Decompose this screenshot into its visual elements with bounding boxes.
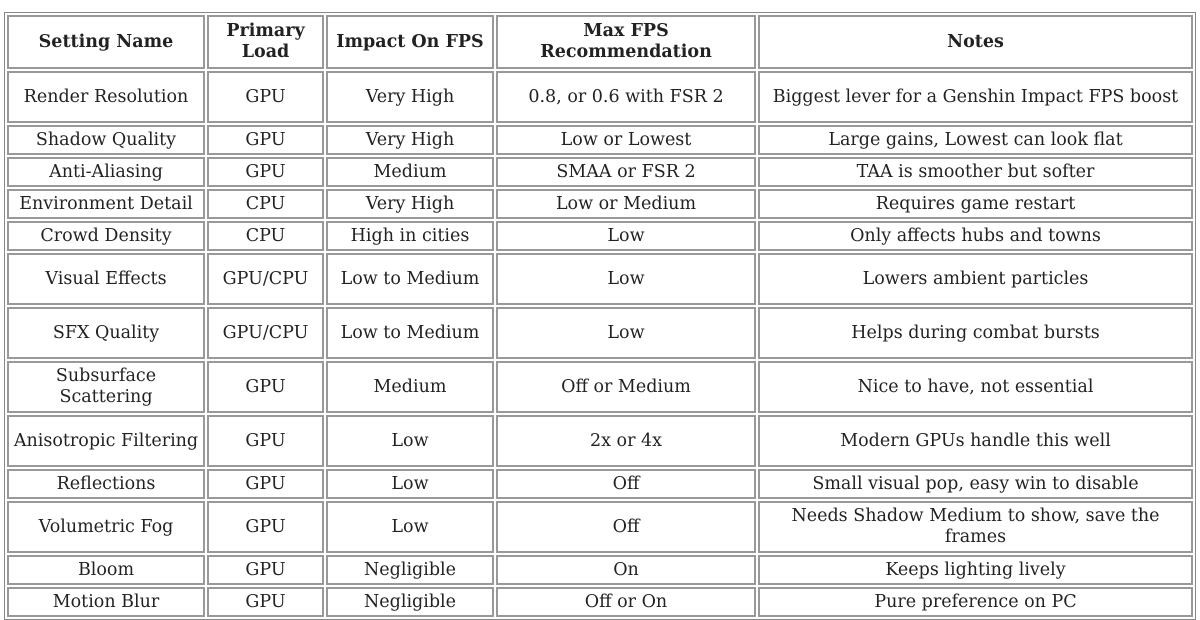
table-cell: GPU: [207, 469, 324, 499]
table-cell: GPU: [207, 555, 324, 585]
table-cell: Crowd Density: [7, 221, 205, 251]
table-cell: Low: [326, 415, 494, 467]
table-cell: GPU: [207, 157, 324, 187]
table-row: Motion Blur GPU Negligible Off or On Pure pr…: [7, 587, 1193, 617]
table-cell: Off: [496, 469, 756, 499]
table-cell: Modern GPUs handle this well: [758, 415, 1193, 467]
column-header: Notes: [758, 15, 1193, 69]
header-row: Setting Name Primary Load Impact On FPS Max…: [7, 15, 1193, 69]
table-cell: Subsurface Scattering: [7, 361, 205, 413]
table-cell: GPU: [207, 361, 324, 413]
table-cell: GPU: [207, 501, 324, 553]
table-cell: Nice to have, not essential: [758, 361, 1193, 413]
table-cell: Large gains, Lowest can look flat: [758, 125, 1193, 155]
table-cell: GPU: [207, 587, 324, 617]
table-cell: GPU: [207, 71, 324, 123]
table-cell: Medium: [326, 157, 494, 187]
table-cell: Environment Detail: [7, 189, 205, 219]
table-row: Render Resolution GPU Very High 0.8, or 0.6…: [7, 71, 1193, 123]
column-header: Impact On FPS: [326, 15, 494, 69]
table-cell: Biggest lever for a Genshin Impact FPS b…: [758, 71, 1193, 123]
table-cell: Low or Lowest: [496, 125, 756, 155]
table-cell: Visual Effects: [7, 253, 205, 305]
table-cell: GPU/CPU: [207, 307, 324, 359]
column-header: Max FPS Recommendation: [496, 15, 756, 69]
fps-settings-table: Setting Name Primary Load Impact On FPS Max…: [4, 12, 1196, 620]
table-cell: Anisotropic Filtering: [7, 415, 205, 467]
table-cell: SFX Quality: [7, 307, 205, 359]
table-row: Subsurface Scattering GPU Medium Off or Med…: [7, 361, 1193, 413]
table-cell: SMAA or FSR 2: [496, 157, 756, 187]
table-cell: GPU: [207, 125, 324, 155]
table-cell: Low: [496, 221, 756, 251]
table-cell: Very High: [326, 125, 494, 155]
table-cell: Needs Shadow Medium to show, save the fr…: [758, 501, 1193, 553]
table-cell: CPU: [207, 189, 324, 219]
table-cell: Small visual pop, easy win to disable: [758, 469, 1193, 499]
table-row: Crowd Density CPU High in cities Low Only af…: [7, 221, 1193, 251]
table-cell: Negligible: [326, 587, 494, 617]
table-cell: Requires game restart: [758, 189, 1193, 219]
table-cell: Reflections: [7, 469, 205, 499]
table-cell: GPU: [207, 415, 324, 467]
table-row: Reflections GPU Low Off Small visual pop, ea…: [7, 469, 1193, 499]
table-cell: Off: [496, 501, 756, 553]
table-cell: Very High: [326, 189, 494, 219]
table-cell: Bloom: [7, 555, 205, 585]
table-cell: Low or Medium: [496, 189, 756, 219]
column-header: Primary Load: [207, 15, 324, 69]
table-cell: GPU/CPU: [207, 253, 324, 305]
table-cell: 2x or 4x: [496, 415, 756, 467]
table-row: Visual Effects GPU/CPU Low to Medium Low Low…: [7, 253, 1193, 305]
table-cell: Pure preference on PC: [758, 587, 1193, 617]
table-cell: Off or On: [496, 587, 756, 617]
table-row: SFX Quality GPU/CPU Low to Medium Low Helps …: [7, 307, 1193, 359]
table-cell: Very High: [326, 71, 494, 123]
table-row: Volumetric Fog GPU Low Off Needs Shadow Medi…: [7, 501, 1193, 553]
table-cell: Low: [326, 469, 494, 499]
table-cell: Off or Medium: [496, 361, 756, 413]
table-cell: Lowers ambient particles: [758, 253, 1193, 305]
table-cell: Low: [326, 501, 494, 553]
table-cell: Anti-Aliasing: [7, 157, 205, 187]
table-cell: On: [496, 555, 756, 585]
table-cell: Helps during combat bursts: [758, 307, 1193, 359]
table-cell: Low to Medium: [326, 307, 494, 359]
table-row: Environment Detail CPU Very High Low or Med…: [7, 189, 1193, 219]
table-cell: 0.8, or 0.6 with FSR 2: [496, 71, 756, 123]
table-row: Anti-Aliasing GPU Medium SMAA or FSR 2 TAA i…: [7, 157, 1193, 187]
table-cell: Volumetric Fog: [7, 501, 205, 553]
table-cell: Motion Blur: [7, 587, 205, 617]
table-row: Shadow Quality GPU Very High Low or Lowest L…: [7, 125, 1193, 155]
table-cell: TAA is smoother but softer: [758, 157, 1193, 187]
table-cell: Low to Medium: [326, 253, 494, 305]
table-cell: Negligible: [326, 555, 494, 585]
table-cell: Shadow Quality: [7, 125, 205, 155]
table-cell: Only affects hubs and towns: [758, 221, 1193, 251]
column-header: Setting Name: [7, 15, 205, 69]
table-cell: CPU: [207, 221, 324, 251]
table-cell: Low: [496, 307, 756, 359]
table-cell: Medium: [326, 361, 494, 413]
table-cell: Render Resolution: [7, 71, 205, 123]
table-row: Anisotropic Filtering GPU Low 2x or 4x Moder…: [7, 415, 1193, 467]
table-cell: High in cities: [326, 221, 494, 251]
table-cell: Low: [496, 253, 756, 305]
table-row: Bloom GPU Negligible On Keeps lighting livel…: [7, 555, 1193, 585]
table-cell: Keeps lighting lively: [758, 555, 1193, 585]
